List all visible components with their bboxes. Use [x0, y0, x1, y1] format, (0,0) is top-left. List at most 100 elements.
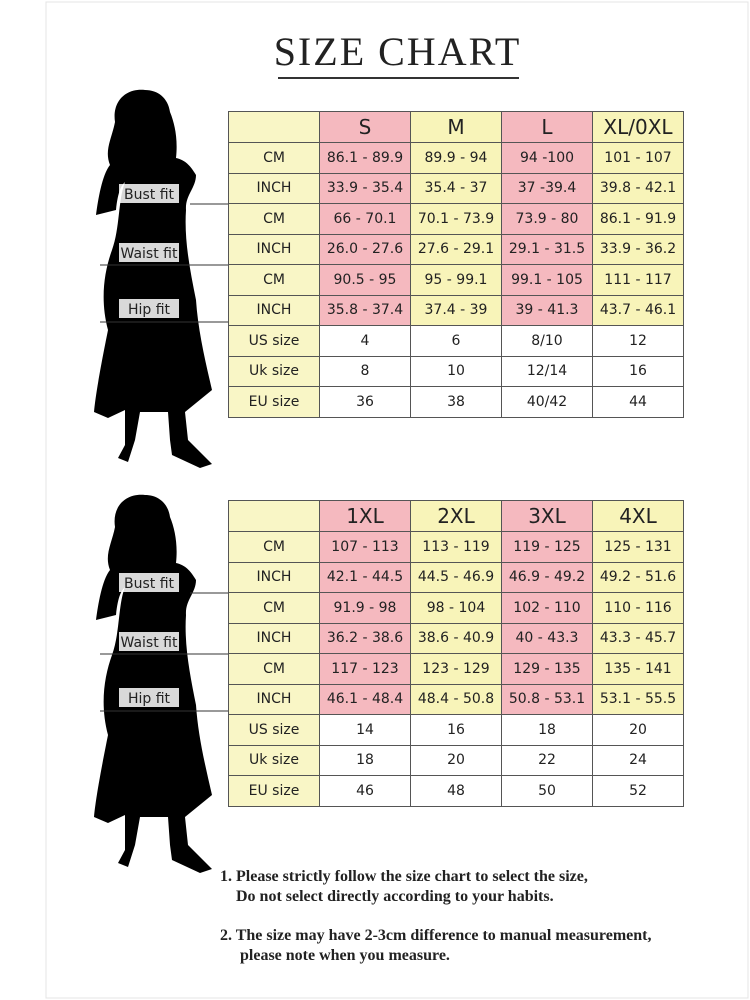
table-row: Uk size 18 20 22 24: [228, 744, 684, 776]
fit-label: Waist fit: [121, 635, 178, 651]
cell: 129 - 135: [501, 653, 593, 685]
cell: 123 - 129: [410, 653, 502, 685]
size-table: S M L XL/0XL CM 86.1 - 89.9 89.9 - 94 94 -100 10…: [228, 111, 684, 418]
header-row: S M L XL/0XL: [228, 111, 684, 143]
cell: 48.4 - 50.8: [410, 683, 502, 715]
row-label: CM: [228, 264, 320, 296]
table-row: CM 107 - 113 113 - 119 119 - 125 125 - 131: [228, 531, 684, 563]
row-label: US size: [228, 714, 320, 746]
cell: 40 - 43.3: [501, 622, 593, 654]
cell: 6: [410, 325, 502, 357]
cell: 26.0 - 27.6: [319, 233, 411, 265]
label-bg: [119, 184, 179, 203]
cell: 38.6 - 40.9: [410, 622, 502, 654]
cell: 29.1 - 31.5: [501, 233, 593, 265]
cell: 16: [592, 355, 684, 387]
header-row: 1XL 2XL 3XL 4XL: [228, 500, 684, 532]
cell: 10: [410, 355, 502, 387]
row-label: INCH: [228, 622, 320, 654]
cell: 50.8 - 53.1: [501, 683, 593, 715]
cell: 4: [319, 325, 411, 357]
cell: 44.5 - 46.9: [410, 561, 502, 593]
cell: 37.4 - 39: [410, 294, 502, 326]
title-rule: [278, 77, 519, 79]
table-row: US size 4 6 8/10 12: [228, 325, 684, 357]
cell: 89.9 - 94: [410, 142, 502, 174]
cell: 42.1 - 44.5: [319, 561, 411, 593]
cell: 46: [319, 775, 411, 807]
row-label: US size: [228, 325, 320, 357]
cell: 101 - 107: [592, 142, 684, 174]
cell: 44: [592, 386, 684, 418]
silhouette: [94, 89, 212, 468]
fit-label: Waist fit: [121, 246, 178, 262]
cell: 117 - 123: [319, 653, 411, 685]
cell: 46.9 - 49.2: [501, 561, 593, 593]
fit-label: Hip fit: [128, 302, 171, 318]
cell: 8/10: [501, 325, 593, 357]
cell: 40/42: [501, 386, 593, 418]
cell: 99.1 - 105: [501, 264, 593, 296]
fit-label: Hip fit: [128, 691, 171, 707]
size-header: 3XL: [501, 500, 593, 532]
label-bg: [119, 299, 179, 318]
fit-label: Bust fit: [124, 187, 175, 203]
label-bg: [119, 573, 179, 592]
row-label: INCH: [228, 294, 320, 326]
size-header: M: [410, 111, 502, 143]
cell: 18: [319, 744, 411, 776]
cell: 86.1 - 89.9: [319, 142, 411, 174]
frame: [45, 1, 749, 999]
size-header: S: [319, 111, 411, 143]
table-row: CM 86.1 - 89.9 89.9 - 94 94 -100 101 - 107: [228, 142, 684, 174]
title: SIZE CHART: [273, 29, 522, 74]
table-row: INCH 42.1 - 44.5 44.5 - 46.9 46.9 - 49.2 49.…: [228, 561, 684, 593]
note-line: Do not select directly according to your…: [236, 888, 554, 905]
table-row: INCH 33.9 - 35.4 35.4 - 37 37 -39.4 39.8 - 4…: [228, 172, 684, 204]
cell: 12/14: [501, 355, 593, 387]
row-label: CM: [228, 531, 320, 563]
row-label: CM: [228, 203, 320, 235]
cell: 35.8 - 37.4: [319, 294, 411, 326]
cell: 110 - 116: [592, 592, 684, 624]
cell: 8: [319, 355, 411, 387]
note-line: please note when you measure.: [240, 947, 450, 964]
table-row: CM 90.5 - 95 95 - 99.1 99.1 - 105 111 - 117: [228, 264, 684, 296]
cell: 52: [592, 775, 684, 807]
size-header: L: [501, 111, 593, 143]
cell: 107 - 113: [319, 531, 411, 563]
row-label: CM: [228, 592, 320, 624]
cell: 125 - 131: [592, 531, 684, 563]
cell: 14: [319, 714, 411, 746]
row-label: INCH: [228, 683, 320, 715]
cell: 22: [501, 744, 593, 776]
cell: 90.5 - 95: [319, 264, 411, 296]
size-header: XL/0XL: [592, 111, 684, 143]
fit-label: Bust fit: [124, 576, 175, 592]
cell: 20: [592, 714, 684, 746]
row-label: EU size: [228, 386, 320, 418]
cell: 20: [410, 744, 502, 776]
size-header: 2XL: [410, 500, 502, 532]
label-bg: [119, 632, 179, 651]
cell: 43.3 - 45.7: [592, 622, 684, 654]
cell: 35.4 - 37: [410, 172, 502, 204]
cell: 33.9 - 36.2: [592, 233, 684, 265]
table-row: INCH 35.8 - 37.4 37.4 - 39 39 - 41.3 43.7 - …: [228, 294, 684, 326]
cell: 119 - 125: [501, 531, 593, 563]
note-line: 1. Please strictly follow the size chart…: [220, 868, 588, 885]
cell: 111 - 117: [592, 264, 684, 296]
cell: 49.2 - 51.6: [592, 561, 684, 593]
cell: 86.1 - 91.9: [592, 203, 684, 235]
cell: 66 - 70.1: [319, 203, 411, 235]
cell: 135 - 141: [592, 653, 684, 685]
table-row: Uk size 8 10 12/14 16: [228, 355, 684, 387]
table-row: CM 117 - 123 123 - 129 129 - 135 135 - 141: [228, 653, 684, 685]
cell: 39.8 - 42.1: [592, 172, 684, 204]
cell: 113 - 119: [410, 531, 502, 563]
cell: 95 - 99.1: [410, 264, 502, 296]
size-header: 1XL: [319, 500, 411, 532]
silhouette: [94, 494, 212, 873]
cell: 36.2 - 38.6: [319, 622, 411, 654]
